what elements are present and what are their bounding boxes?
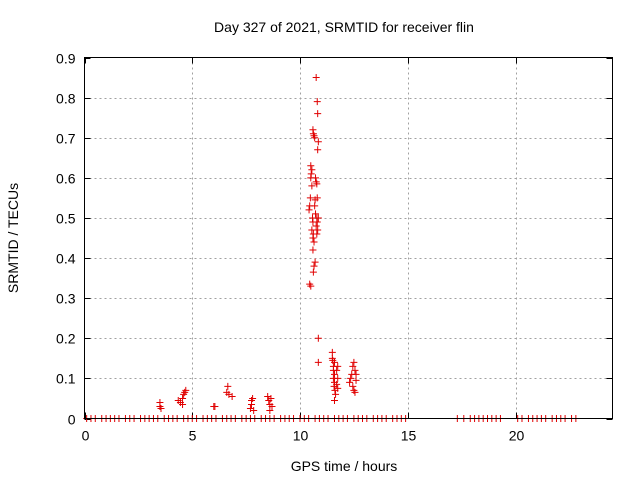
- data-point: [249, 394, 257, 402]
- y-tick-label: 0.6: [56, 171, 76, 187]
- data-point: [346, 378, 354, 386]
- data-point: [334, 362, 342, 370]
- data-point: [314, 358, 322, 366]
- data-point: [305, 206, 313, 214]
- y-tick-label: 0.2: [56, 331, 76, 347]
- y-tick-label: 0.8: [56, 91, 76, 107]
- data-point: [314, 110, 322, 118]
- chart-title: Day 327 of 2021, SRMTID for receiver fli…: [214, 19, 474, 35]
- data-point: [309, 234, 317, 242]
- data-point: [310, 238, 318, 246]
- data-point: [250, 406, 258, 414]
- x-axis-label: GPS time / hours: [291, 458, 398, 474]
- data-point: [314, 138, 322, 146]
- data-point: [330, 396, 338, 404]
- data-point: [156, 398, 164, 406]
- y-tick-label: 0.4: [56, 251, 76, 267]
- y-tick-label: 0.1: [56, 371, 76, 387]
- data-point: [157, 404, 165, 412]
- data-point: [312, 74, 320, 82]
- data-point: [313, 218, 321, 226]
- data-point: [352, 376, 360, 384]
- x-tick-label: 20: [509, 428, 525, 444]
- data-points: [83, 74, 580, 422]
- data-point: [347, 374, 355, 382]
- y-tick-label: 0.3: [56, 291, 76, 307]
- data-point: [306, 194, 314, 202]
- data-point: [314, 226, 322, 234]
- data-point: [312, 210, 320, 218]
- data-point: [310, 262, 318, 270]
- data-point: [333, 380, 341, 388]
- data-point: [330, 358, 338, 366]
- grid-lines: [84, 57, 613, 419]
- data-point: [224, 382, 232, 390]
- x-tick-label: 10: [293, 428, 309, 444]
- data-point: [211, 402, 219, 410]
- data-point: [351, 388, 359, 396]
- data-point: [312, 174, 320, 182]
- x-tick-label: 5: [189, 428, 197, 444]
- y-axis-label: SRMTID / TECUs: [5, 183, 21, 293]
- data-point: [268, 402, 276, 410]
- data-point: [179, 394, 187, 402]
- data-point: [351, 366, 359, 374]
- data-point: [349, 362, 357, 370]
- data-point: [313, 180, 321, 188]
- data-point: [307, 282, 315, 290]
- data-point: [330, 370, 338, 378]
- data-point: [311, 202, 319, 210]
- data-point: [334, 384, 342, 392]
- data-point: [314, 214, 322, 222]
- data-point: [350, 358, 358, 366]
- data-point: [334, 374, 342, 382]
- data-point: [308, 182, 316, 190]
- axes: 0 0.1 0.2 0.3 0.4 0.5 0.6 0.7 0.8 0.9 0 5 10 15 20: [56, 51, 613, 444]
- data-point: [314, 334, 322, 342]
- data-point: [328, 348, 336, 356]
- y-tick-label: 0.5: [56, 211, 76, 227]
- x-tick-label: 0: [82, 428, 90, 444]
- data-point: [352, 370, 360, 378]
- data-point: [309, 268, 317, 276]
- data-point: [267, 394, 275, 402]
- data-point: [313, 230, 321, 238]
- data-point: [314, 146, 322, 154]
- data-point: [333, 366, 341, 374]
- data-point: [307, 170, 315, 178]
- data-point: [349, 382, 357, 390]
- data-point: [228, 392, 236, 400]
- data-point: [182, 386, 190, 394]
- y-tick-label: 0.7: [56, 131, 76, 147]
- data-point: [313, 98, 321, 106]
- data-point: [312, 222, 320, 230]
- data-point: [266, 406, 274, 414]
- data-point: [311, 258, 319, 266]
- y-tick-label: 0: [68, 412, 76, 428]
- data-point: [307, 162, 315, 170]
- data-point: [308, 166, 316, 174]
- plot-frame: [84, 57, 613, 419]
- y-tick-label: 0.9: [56, 51, 76, 67]
- x-tick-label: 15: [401, 428, 417, 444]
- data-point: [313, 194, 321, 202]
- data-point: [311, 134, 319, 142]
- data-point: [332, 390, 340, 398]
- data-point: [309, 246, 317, 254]
- data-point: [179, 400, 187, 408]
